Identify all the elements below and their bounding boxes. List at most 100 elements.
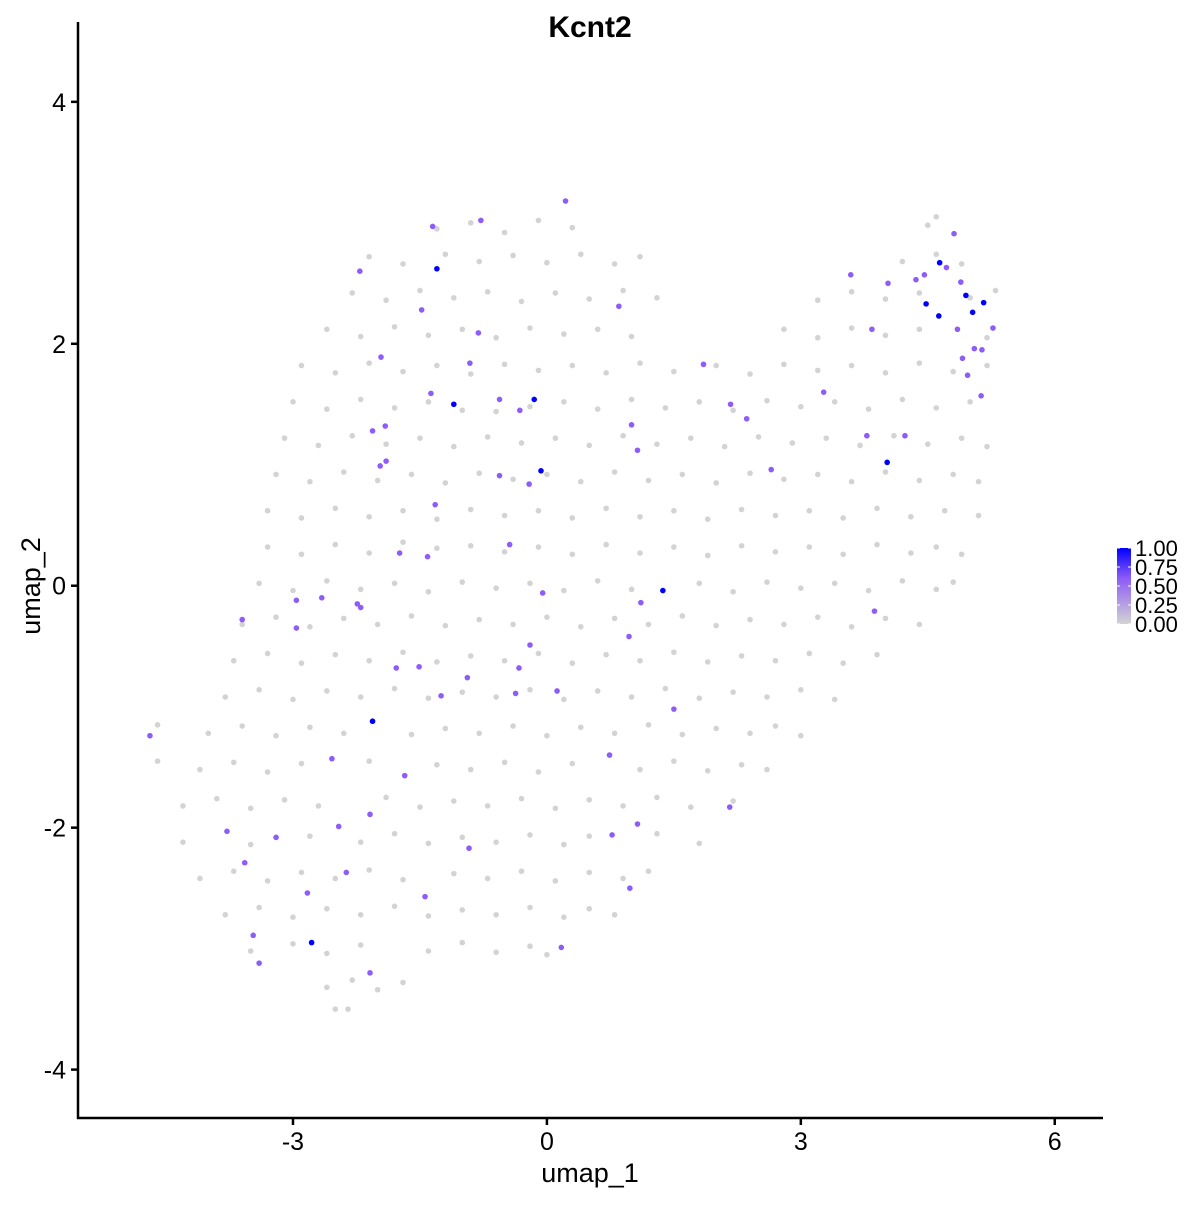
cell-point bbox=[544, 951, 550, 958]
cell-point bbox=[417, 804, 423, 810]
cell-point bbox=[696, 840, 703, 847]
cell-point bbox=[696, 399, 703, 405]
cell-point bbox=[611, 730, 618, 737]
expressed-cell-point bbox=[496, 396, 503, 403]
cell-point bbox=[611, 261, 618, 267]
cell-point bbox=[747, 470, 753, 477]
cell-point bbox=[696, 695, 703, 702]
cell-point bbox=[451, 798, 457, 804]
cell-point bbox=[535, 544, 542, 550]
x-axis-label: umap_1 bbox=[541, 1158, 639, 1188]
cell-point bbox=[467, 766, 474, 773]
cell-point bbox=[442, 480, 449, 486]
cell-point bbox=[425, 948, 432, 954]
expressed-cell-point bbox=[466, 845, 472, 852]
cell-point bbox=[645, 722, 652, 728]
cell-point bbox=[950, 368, 956, 375]
expressed-cell-point bbox=[700, 361, 707, 368]
cell-point bbox=[374, 986, 381, 993]
expressed-cell-point bbox=[393, 665, 400, 671]
cell-point bbox=[586, 833, 593, 839]
cell-point bbox=[459, 689, 466, 695]
cell-point bbox=[882, 469, 889, 475]
cell-point bbox=[671, 544, 677, 550]
cell-point bbox=[332, 505, 339, 512]
cell-point bbox=[298, 760, 305, 767]
expressed-cell-point bbox=[428, 390, 434, 397]
expressed-cell-point bbox=[609, 832, 615, 838]
cell-point bbox=[798, 585, 804, 591]
cell-point bbox=[527, 403, 533, 410]
cell-point bbox=[264, 507, 271, 514]
cell-point bbox=[315, 442, 322, 449]
cell-point bbox=[899, 578, 906, 584]
cell-point bbox=[535, 367, 542, 374]
cell-point bbox=[747, 371, 753, 377]
cell-point bbox=[400, 539, 406, 545]
expressed-cell-point bbox=[526, 481, 532, 487]
expressed-cell-point bbox=[239, 616, 246, 623]
cell-point bbox=[357, 942, 364, 948]
cell-point bbox=[569, 660, 576, 666]
cell-point bbox=[332, 875, 339, 882]
cell-point bbox=[518, 298, 525, 305]
cell-point bbox=[561, 331, 567, 337]
cell-point bbox=[357, 911, 364, 918]
cell-point bbox=[814, 614, 821, 620]
cell-point bbox=[933, 405, 940, 411]
cell-point bbox=[459, 579, 466, 585]
cell-point bbox=[383, 441, 389, 447]
cell-point bbox=[467, 543, 474, 549]
cell-point bbox=[654, 295, 660, 301]
cell-point bbox=[738, 506, 745, 513]
expressed-cell-point bbox=[506, 541, 513, 548]
cell-point bbox=[391, 903, 398, 910]
expressed-cell-point bbox=[335, 823, 342, 830]
expressed-cell-point bbox=[562, 198, 569, 204]
expressed-cell-point bbox=[980, 299, 987, 306]
cell-point bbox=[814, 471, 821, 478]
cell-point bbox=[772, 549, 779, 555]
expressed-cell-point bbox=[964, 372, 971, 379]
cell-point bbox=[755, 434, 762, 440]
cell-point bbox=[764, 579, 770, 585]
cell-point bbox=[992, 287, 999, 294]
cell-point bbox=[764, 397, 770, 404]
cell-point bbox=[535, 650, 542, 657]
cell-point bbox=[561, 587, 567, 594]
cell-point bbox=[332, 370, 339, 376]
expressed-cell-point bbox=[343, 869, 350, 876]
cell-point bbox=[908, 550, 914, 556]
cell-point bbox=[535, 507, 542, 514]
cell-point bbox=[264, 650, 271, 657]
cell-point bbox=[577, 478, 584, 485]
expressed-cell-point bbox=[913, 276, 919, 283]
cell-point bbox=[467, 506, 474, 513]
cell-point bbox=[611, 911, 618, 918]
expressed-cell-point bbox=[978, 393, 984, 399]
cell-point bbox=[781, 326, 787, 333]
expressed-cell-point bbox=[864, 432, 870, 439]
cell-point bbox=[264, 878, 271, 884]
cell-point bbox=[518, 795, 525, 802]
expressed-cell-point bbox=[554, 688, 560, 694]
cell-point bbox=[281, 797, 288, 803]
expressed-cell-point bbox=[293, 597, 300, 604]
cell-point bbox=[383, 297, 389, 304]
cell-point bbox=[738, 543, 745, 549]
cell-point bbox=[510, 252, 516, 259]
cell-point bbox=[628, 586, 635, 593]
cell-point bbox=[552, 878, 559, 884]
cell-point bbox=[366, 550, 372, 556]
cell-point bbox=[975, 478, 982, 485]
cell-point bbox=[848, 288, 855, 295]
cell-point bbox=[366, 513, 372, 520]
cell-point bbox=[620, 432, 626, 439]
cell-point bbox=[527, 832, 533, 838]
cell-point bbox=[933, 213, 940, 220]
cell-point bbox=[967, 295, 973, 301]
cell-point bbox=[340, 615, 347, 622]
cell-point bbox=[586, 797, 593, 803]
expressed-cell-point bbox=[743, 415, 750, 422]
